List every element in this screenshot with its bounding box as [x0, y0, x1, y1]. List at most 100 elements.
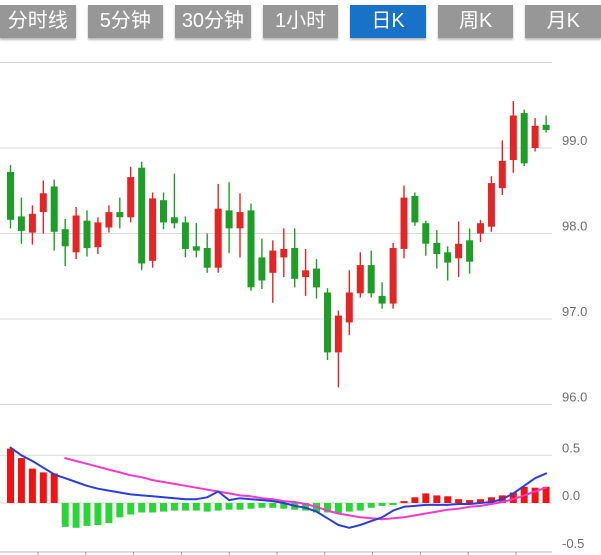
- tab-5min[interactable]: 5分钟: [87, 5, 164, 38]
- macd-histogram-bar: [149, 503, 157, 513]
- macd-histogram-bar: [94, 503, 102, 525]
- macd-histogram-bar: [509, 492, 517, 503]
- macd-histogram-bar: [225, 503, 233, 510]
- macd-histogram-bar: [433, 495, 441, 503]
- candle-body: [498, 160, 506, 189]
- candle-body: [324, 292, 331, 353]
- candle-body: [466, 240, 474, 262]
- candle-body: [181, 222, 189, 249]
- macd-histogram-bar: [28, 468, 36, 503]
- dif-line: [9, 446, 548, 529]
- macd-histogram-bar: [378, 503, 386, 506]
- candle-body: [236, 212, 244, 229]
- macd-histogram-bar: [280, 503, 288, 509]
- macd-histogram-bar: [116, 503, 124, 518]
- macd-histogram-bar: [487, 497, 495, 503]
- macd-histogram-bar: [269, 503, 277, 508]
- macd-histogram-bar: [72, 503, 80, 528]
- macd-histogram-bar: [477, 499, 484, 503]
- y-axis-label: 0.5: [562, 440, 580, 455]
- macd-histogram-bar: [61, 503, 69, 527]
- candle-body: [389, 248, 397, 304]
- tab-daily-k[interactable]: 日K: [350, 5, 426, 38]
- candle-body: [542, 124, 550, 130]
- candle-body: [39, 193, 47, 213]
- tab-weekly-k[interactable]: 周K: [437, 5, 514, 38]
- macd-histogram-bar: [236, 503, 244, 510]
- candle-body: [531, 125, 539, 148]
- y-axis-label: 96.0: [562, 390, 587, 405]
- y-axis-label: 98.0: [562, 219, 587, 234]
- macd-histogram-bar: [367, 503, 375, 508]
- macd-histogram-bar: [39, 472, 47, 503]
- macd-histogram-bar: [422, 493, 430, 503]
- macd-histogram-bar: [466, 500, 474, 503]
- candle-body: [334, 315, 342, 353]
- tab-30min[interactable]: 30分钟: [175, 5, 251, 38]
- candle-body: [422, 223, 430, 244]
- macd-histogram-bar: [105, 503, 113, 524]
- macd-histogram-bar: [258, 503, 266, 508]
- y-axis-label: 99.0: [562, 133, 587, 148]
- macd-histogram-bar: [345, 503, 353, 512]
- candle-body: [433, 242, 441, 254]
- macd-histogram-bar: [531, 487, 539, 503]
- candle-body: [7, 171, 14, 220]
- candle-body: [269, 250, 277, 273]
- macd-histogram-bar: [334, 503, 342, 514]
- candle-body: [455, 243, 463, 259]
- tab-timeshare[interactable]: 分时线: [0, 5, 76, 38]
- y-axis-label: 97.0: [562, 304, 587, 319]
- macd-histogram-bar: [411, 497, 419, 503]
- candle-body: [477, 223, 484, 234]
- macd-histogram-bar: [192, 503, 200, 511]
- candle-body: [520, 112, 528, 164]
- candle-body: [149, 198, 157, 261]
- candle-body: [302, 270, 310, 278]
- candle-body: [444, 252, 452, 263]
- timeframe-tabbar: 分时线 5分钟 30分钟 1小时 日K 周K 月K: [0, 5, 601, 38]
- candle-body: [356, 265, 364, 294]
- candle-body: [61, 229, 69, 247]
- dea-line: [64, 457, 548, 521]
- macd-histogram-bar: [203, 503, 211, 512]
- macd-histogram-bar: [247, 503, 255, 509]
- macd-histogram-bar: [542, 486, 550, 503]
- candle-body: [345, 292, 353, 323]
- macd-histogram-bar: [214, 503, 222, 511]
- candle-body: [50, 186, 58, 232]
- candle-body: [280, 248, 288, 258]
- candle-body: [487, 183, 495, 227]
- macd-histogram-bar: [324, 503, 331, 513]
- candle-body: [509, 115, 517, 160]
- candle-body: [170, 217, 178, 224]
- macd-histogram-bar: [181, 503, 189, 511]
- tab-1hour[interactable]: 1小时: [262, 5, 339, 38]
- candle-body: [28, 213, 36, 233]
- candle-body: [105, 212, 113, 228]
- candle-body: [400, 197, 408, 249]
- candle-body: [291, 248, 299, 279]
- macd-histogram-bar: [444, 496, 452, 503]
- candle-body: [378, 295, 386, 304]
- macd-histogram-bar: [138, 503, 146, 513]
- candle-body: [160, 200, 167, 223]
- tab-monthly-k[interactable]: 月K: [525, 5, 601, 38]
- candle-body: [138, 167, 146, 264]
- candle-body: [258, 257, 266, 281]
- candle-body: [17, 216, 25, 231]
- candle-body: [83, 220, 91, 249]
- candle-body: [313, 268, 320, 288]
- macd-histogram-bar: [17, 458, 25, 503]
- macd-histogram-bar: [170, 503, 178, 511]
- candle-body: [192, 246, 200, 251]
- y-axis-label: -0.5: [562, 536, 584, 551]
- candle-body: [367, 265, 375, 294]
- macd-histogram-bar: [83, 503, 91, 526]
- candle-body: [127, 177, 135, 218]
- macd-histogram-bar: [389, 503, 397, 505]
- macd-histogram-bar: [455, 499, 463, 503]
- macd-histogram-bar: [356, 503, 364, 511]
- macd-histogram-bar: [7, 448, 14, 503]
